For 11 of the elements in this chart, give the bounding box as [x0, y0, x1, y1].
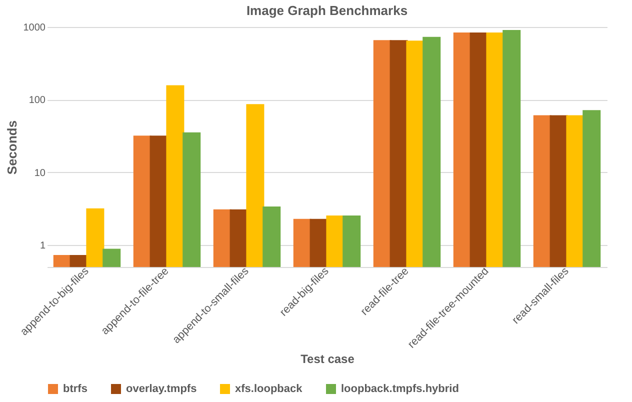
legend-label: loopback.tmpfs.hybrid — [341, 383, 459, 395]
legend-label: xfs.loopback — [235, 383, 304, 395]
y-tick-label: 1000 — [23, 22, 46, 34]
y-tick-label: 100 — [28, 95, 46, 106]
legend-label: overlay.tmpfs — [126, 383, 197, 395]
y-axis-title: Seconds — [4, 120, 20, 175]
legend-label: btrfs — [63, 383, 88, 395]
y-tick-label: 1 — [40, 240, 46, 252]
y-tick-label: 10 — [34, 168, 46, 179]
x-axis-title: Test case — [300, 352, 355, 366]
chart-title: Image Graph Benchmarks — [246, 3, 408, 18]
